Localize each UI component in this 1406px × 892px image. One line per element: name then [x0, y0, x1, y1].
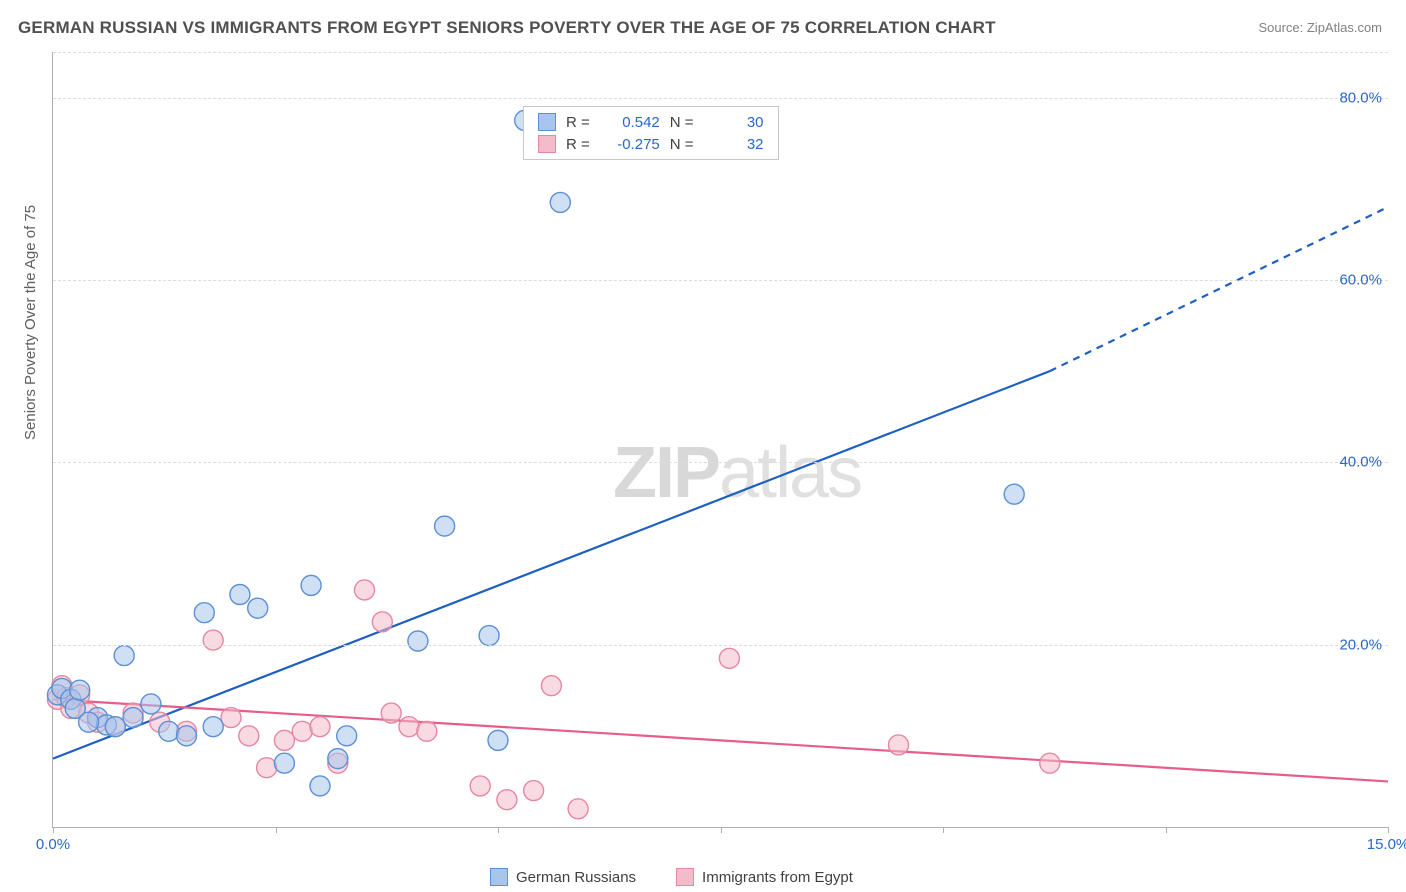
data-point — [355, 580, 375, 600]
legend-swatch-pink-2 — [676, 868, 694, 886]
legend-stats-row-2: R = -0.275 N = 32 — [534, 133, 768, 155]
data-point — [274, 730, 294, 750]
data-point — [408, 631, 428, 651]
data-point — [257, 758, 277, 778]
ytick-label: 20.0% — [1339, 636, 1382, 653]
legend-swatch-blue-2 — [490, 868, 508, 886]
data-point — [337, 726, 357, 746]
data-point — [399, 717, 419, 737]
data-point — [274, 753, 294, 773]
data-point — [310, 717, 330, 737]
data-point — [239, 726, 259, 746]
data-point — [123, 708, 143, 728]
n-label-2: N = — [670, 136, 694, 153]
data-point — [114, 646, 134, 666]
data-point — [889, 735, 909, 755]
legend-item-2: Immigrants from Egypt — [676, 868, 853, 886]
legend-swatch-blue — [538, 113, 556, 131]
data-point — [310, 776, 330, 796]
data-point — [1004, 484, 1024, 504]
legend-stats-row-1: R = 0.542 N = 30 — [534, 111, 768, 133]
data-point — [70, 680, 90, 700]
gridline — [53, 98, 1388, 99]
gridline — [53, 280, 1388, 281]
xtick — [498, 827, 499, 833]
r-label-1: R = — [566, 114, 590, 131]
source-label: Source: ZipAtlas.com — [1258, 20, 1382, 35]
data-point — [159, 721, 179, 741]
chart-svg — [53, 52, 1388, 827]
legend-swatch-pink — [538, 135, 556, 153]
data-point — [435, 516, 455, 536]
data-point — [497, 790, 517, 810]
data-point — [301, 575, 321, 595]
legend-label-1: German Russians — [516, 869, 636, 886]
data-point — [105, 717, 125, 737]
gridline — [53, 645, 1388, 646]
data-point — [221, 708, 241, 728]
gridline — [53, 52, 1388, 53]
chart-title: GERMAN RUSSIAN VS IMMIGRANTS FROM EGYPT … — [18, 18, 996, 38]
data-point — [230, 585, 250, 605]
xtick — [53, 827, 54, 833]
data-point — [417, 721, 437, 741]
n-label-1: N = — [670, 114, 694, 131]
data-point — [568, 799, 588, 819]
n-value-2: 32 — [704, 136, 764, 153]
r-value-1: 0.542 — [600, 114, 660, 131]
data-point — [141, 694, 161, 714]
data-point — [177, 726, 197, 746]
xtick-label-right: 15.0% — [1367, 836, 1406, 853]
y-axis-title: Seniors Poverty Over the Age of 75 — [22, 205, 39, 440]
data-point — [372, 612, 392, 632]
legend-stats: R = 0.542 N = 30 R = -0.275 N = 32 — [523, 106, 779, 160]
data-point — [79, 712, 99, 732]
data-point — [541, 676, 561, 696]
data-point — [719, 648, 739, 668]
legend-item-1: German Russians — [490, 868, 636, 886]
xtick — [1166, 827, 1167, 833]
xtick — [721, 827, 722, 833]
trend-line-ext — [1050, 207, 1388, 371]
data-point — [248, 598, 268, 618]
legend-series: German Russians Immigrants from Egypt — [490, 868, 853, 886]
gridline — [53, 462, 1388, 463]
data-point — [194, 603, 214, 623]
xtick-label-left: 0.0% — [36, 836, 70, 853]
data-point — [328, 749, 348, 769]
data-point — [550, 192, 570, 212]
ytick-label: 60.0% — [1339, 271, 1382, 288]
r-value-2: -0.275 — [600, 136, 660, 153]
trend-line — [53, 371, 1050, 759]
r-label-2: R = — [566, 136, 590, 153]
ytick-label: 40.0% — [1339, 454, 1382, 471]
data-point — [203, 717, 223, 737]
data-point — [470, 776, 490, 796]
xtick — [1388, 827, 1389, 833]
data-point — [479, 626, 499, 646]
plot-area: ZIPatlas R = 0.542 N = 30 R = -0.275 N =… — [52, 52, 1388, 828]
data-point — [1040, 753, 1060, 773]
data-point — [203, 630, 223, 650]
data-point — [524, 781, 544, 801]
data-point — [292, 721, 312, 741]
ytick-label: 80.0% — [1339, 89, 1382, 106]
xtick — [943, 827, 944, 833]
n-value-1: 30 — [704, 114, 764, 131]
legend-label-2: Immigrants from Egypt — [702, 869, 853, 886]
data-point — [488, 730, 508, 750]
xtick — [276, 827, 277, 833]
data-point — [381, 703, 401, 723]
